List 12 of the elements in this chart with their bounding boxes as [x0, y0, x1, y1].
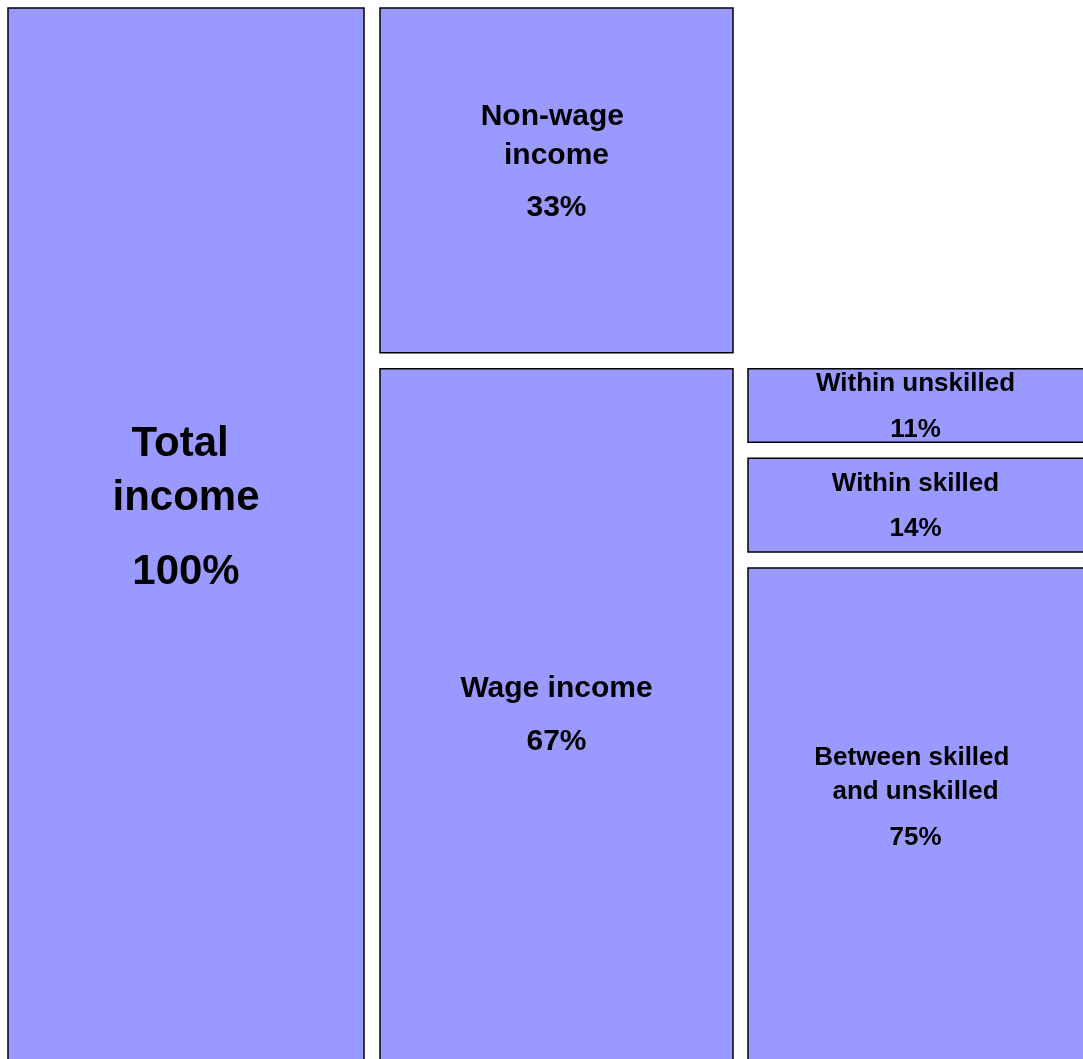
category-label: Non-wage income — [480, 97, 633, 170]
category-label: Between skilled and unskilled — [814, 741, 1017, 806]
category-label: Wage income — [460, 670, 653, 704]
data-label: 75% — [889, 820, 942, 851]
data-label: 33% — [526, 189, 587, 223]
category-label: Total income — [112, 417, 260, 520]
category-label: Within unskilled — [815, 367, 1016, 398]
data-label: 67% — [526, 722, 587, 756]
category-label: Within skilled — [831, 466, 1000, 497]
data-label: 100% — [132, 545, 240, 593]
data-label: 11% — [890, 412, 941, 443]
data-label: 14% — [889, 512, 942, 543]
